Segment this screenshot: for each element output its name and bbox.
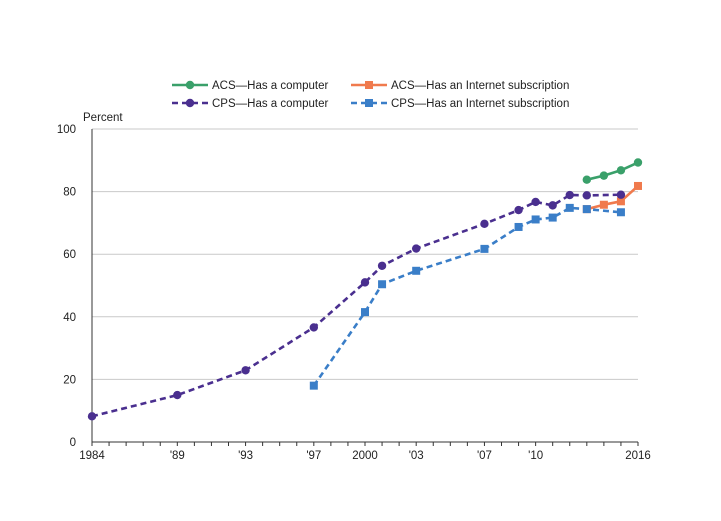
- series-line-1: [586, 185, 639, 211]
- x-tick-label-1997: '97: [306, 450, 321, 462]
- data-point: [565, 190, 574, 200]
- series-layer: [87, 158, 643, 421]
- legend-marker: [185, 98, 195, 108]
- data-point: [531, 215, 540, 224]
- axes: 0 20 40 60 80 100 1984 '89 '93 '97 2000 '03 '07 '10 20…: [57, 124, 651, 462]
- x-tick-label-2003: '03: [409, 450, 424, 462]
- data-point: [173, 390, 182, 400]
- x-tick-label-1984: 1984: [79, 450, 105, 462]
- x-tick-label-1993: '93: [238, 450, 253, 462]
- data-point: [616, 190, 626, 199]
- data-point: [360, 278, 370, 287]
- data-point: [616, 197, 625, 206]
- data-point: [531, 197, 540, 207]
- data-point: [309, 381, 318, 390]
- y-tick-label-40: 40: [63, 312, 76, 324]
- legend-label-2: CPS—Has a computer: [212, 98, 328, 110]
- legend-marker: [365, 81, 373, 89]
- series-line-2: [91, 193, 621, 418]
- x-tick-label-2016: 2016: [625, 450, 651, 462]
- legend-label-3: CPS—Has an Internet subscription: [391, 98, 569, 110]
- series-3: [309, 203, 625, 390]
- series-line-3: [312, 206, 622, 387]
- data-point: [599, 200, 608, 209]
- data-point: [616, 166, 626, 175]
- data-point: [599, 171, 609, 180]
- data-point: [480, 244, 489, 253]
- data-point: [582, 175, 592, 184]
- data-point: [480, 219, 489, 229]
- data-point: [582, 191, 592, 200]
- data-point: [309, 323, 319, 332]
- data-point: [548, 201, 557, 210]
- y-axis-label: Percent: [83, 112, 123, 124]
- data-point: [514, 205, 523, 215]
- x-tick-label-2000: 2000: [352, 450, 378, 462]
- x-tick-label-1989: '89: [170, 450, 185, 462]
- series-1: [582, 181, 642, 214]
- grid-lines: [92, 128, 638, 380]
- data-point: [361, 308, 369, 317]
- x-tick-label-2007: '07: [477, 450, 492, 462]
- series-line-0: [586, 161, 639, 181]
- data-point: [548, 213, 557, 222]
- data-point: [378, 280, 387, 289]
- legend-item-0: ACS—Has a computer: [172, 80, 328, 92]
- y-tick-label-100: 100: [57, 124, 76, 136]
- data-point: [87, 412, 97, 421]
- legend-label-0: ACS—Has a computer: [212, 80, 328, 92]
- data-point: [582, 205, 591, 214]
- series-0: [582, 158, 643, 184]
- legend-label-1: ACS—Has an Internet subscription: [391, 80, 569, 92]
- legend: ACS—Has a computer ACS—Has an Internet su…: [172, 80, 569, 110]
- y-tick-label-80: 80: [63, 187, 76, 199]
- data-point: [412, 266, 421, 275]
- data-point: [633, 158, 643, 167]
- legend-item-2: CPS—Has a computer: [172, 98, 328, 110]
- data-point: [634, 181, 642, 190]
- data-point: [565, 203, 574, 212]
- y-tick-label-0: 0: [70, 437, 76, 449]
- x-tick-label-2010: '10: [528, 450, 543, 462]
- y-tick-label-60: 60: [63, 249, 76, 261]
- series-2: [87, 190, 626, 421]
- data-point: [377, 261, 387, 270]
- legend-marker: [185, 80, 195, 90]
- data-point: [514, 222, 523, 231]
- legend-item-3: CPS—Has an Internet subscription: [351, 98, 569, 110]
- data-point: [616, 208, 625, 217]
- legend-marker: [365, 99, 373, 107]
- legend-item-1: ACS—Has an Internet subscription: [351, 80, 569, 92]
- y-tick-label-20: 20: [63, 374, 76, 386]
- data-point: [241, 366, 250, 375]
- data-point: [411, 244, 421, 253]
